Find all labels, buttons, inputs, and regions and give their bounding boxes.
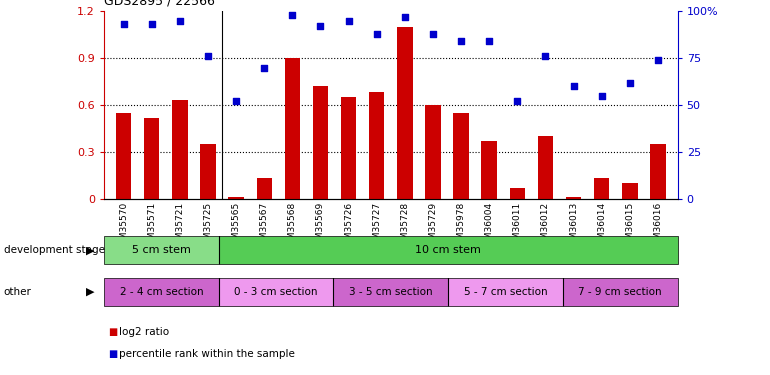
Point <box>230 98 243 104</box>
Bar <box>229 197 244 199</box>
Text: ■: ■ <box>108 350 117 359</box>
Bar <box>341 97 357 199</box>
Bar <box>256 178 272 199</box>
Text: ■: ■ <box>108 327 117 337</box>
Bar <box>313 86 328 199</box>
Point <box>567 83 580 89</box>
Bar <box>537 136 553 199</box>
Bar <box>200 144 216 199</box>
Point <box>595 93 608 99</box>
Bar <box>563 278 678 306</box>
Point <box>314 23 326 29</box>
Text: 7 - 9 cm section: 7 - 9 cm section <box>578 286 662 297</box>
Point <box>539 53 551 59</box>
Text: ▶: ▶ <box>85 286 95 297</box>
Text: 3 - 5 cm section: 3 - 5 cm section <box>349 286 433 297</box>
Text: 2 - 4 cm section: 2 - 4 cm section <box>119 286 203 297</box>
Text: GDS2895 / 22566: GDS2895 / 22566 <box>104 0 215 8</box>
Bar <box>510 188 525 199</box>
Point <box>399 14 411 20</box>
Text: 10 cm stem: 10 cm stem <box>415 245 481 255</box>
Bar <box>333 278 448 306</box>
Bar <box>425 105 440 199</box>
Bar <box>481 141 497 199</box>
Point <box>202 53 214 59</box>
Bar <box>369 93 384 199</box>
Text: log2 ratio: log2 ratio <box>119 327 169 337</box>
Bar <box>454 113 469 199</box>
Bar <box>566 197 581 199</box>
Bar <box>219 236 678 264</box>
Point <box>118 21 130 27</box>
Bar <box>650 144 665 199</box>
Text: 5 cm stem: 5 cm stem <box>132 245 191 255</box>
Text: development stage: development stage <box>4 245 105 255</box>
Text: ▶: ▶ <box>85 245 95 255</box>
Bar <box>594 178 609 199</box>
Text: percentile rank within the sample: percentile rank within the sample <box>119 350 295 359</box>
Point <box>258 64 270 70</box>
Point <box>370 31 383 37</box>
Bar <box>397 27 413 199</box>
Bar <box>285 58 300 199</box>
Text: 0 - 3 cm section: 0 - 3 cm section <box>234 286 318 297</box>
Text: 5 - 7 cm section: 5 - 7 cm section <box>464 286 547 297</box>
Bar <box>104 278 219 306</box>
Point <box>174 18 186 24</box>
Bar <box>219 278 333 306</box>
Bar <box>144 117 159 199</box>
Bar <box>104 236 219 264</box>
Point <box>286 12 299 18</box>
Point <box>651 57 664 63</box>
Point <box>427 31 439 37</box>
Point <box>146 21 158 27</box>
Point <box>624 80 636 86</box>
Point <box>483 38 495 44</box>
Point <box>455 38 467 44</box>
Point <box>511 98 524 104</box>
Bar <box>448 278 563 306</box>
Bar <box>172 100 188 199</box>
Bar <box>116 113 132 199</box>
Text: other: other <box>4 286 32 297</box>
Point <box>343 18 355 24</box>
Bar <box>622 183 638 199</box>
